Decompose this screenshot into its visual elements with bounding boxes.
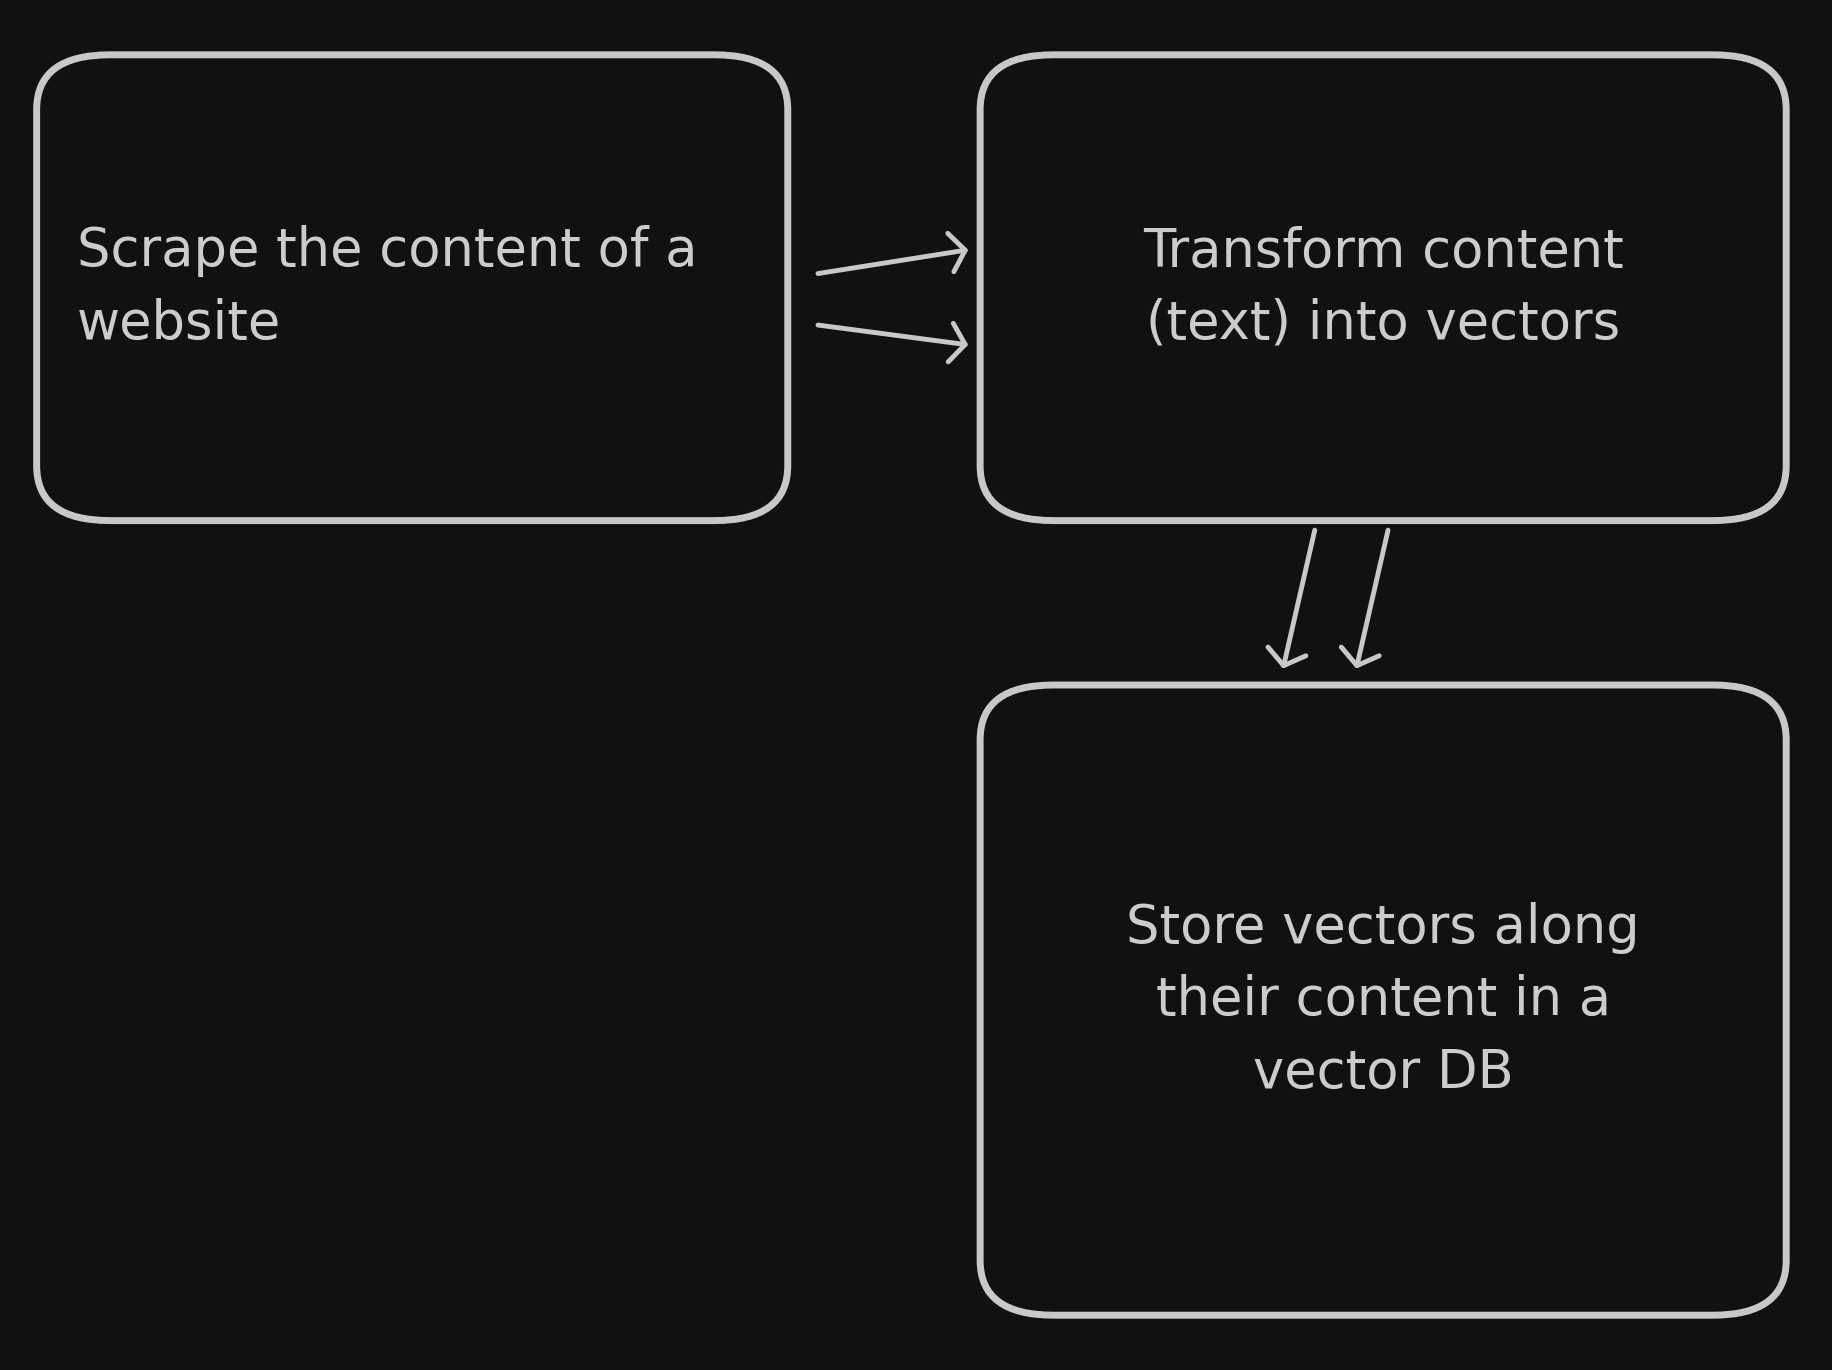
Text: Transform content
(text) into vectors: Transform content (text) into vectors <box>1143 226 1623 349</box>
FancyBboxPatch shape <box>980 55 1786 521</box>
Text: Store vectors along
their content in a
vector DB: Store vectors along their content in a v… <box>1127 901 1640 1099</box>
Text: Scrape the content of a
website: Scrape the content of a website <box>77 226 698 349</box>
FancyBboxPatch shape <box>37 55 788 521</box>
FancyBboxPatch shape <box>980 685 1786 1315</box>
